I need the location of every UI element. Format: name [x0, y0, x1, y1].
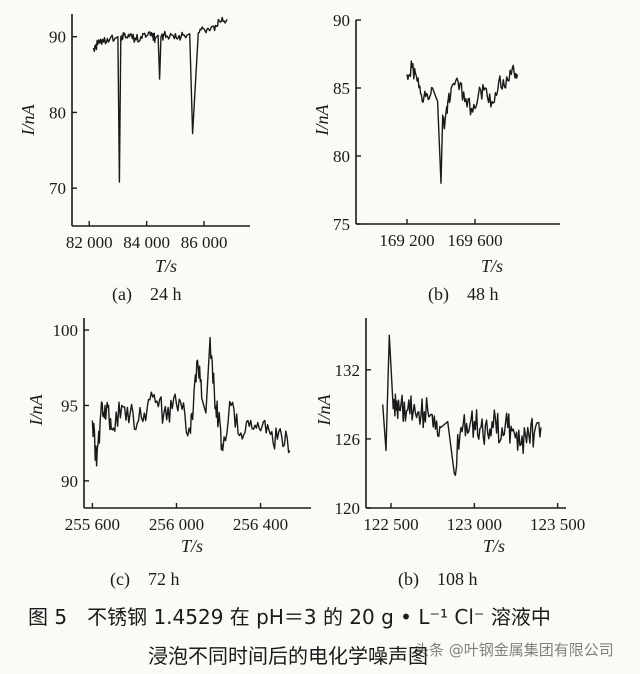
panel-label: (b) 108 h	[398, 569, 478, 590]
x-tick-label: 122 500	[363, 515, 418, 534]
y-tick-label: 90	[49, 28, 66, 47]
series-line	[406, 60, 519, 184]
x-tick-label: 256 400	[233, 515, 288, 534]
x-axis-label: T/s	[155, 256, 177, 276]
panel-4: 120 126 132 122 500 123 000 123 500 T/s I/nA (b)…	[314, 318, 585, 590]
y-tick-label: 100	[53, 321, 79, 340]
y-tick-label: 70	[49, 179, 66, 198]
panel-3: 90 95 100 255 600 256 000 256 400 T/s I/nA (c) 7…	[26, 318, 311, 590]
y-tick-label: 85	[333, 79, 350, 98]
x-axis-label: T/s	[483, 536, 505, 556]
x-tick-label: 256 000	[149, 515, 204, 534]
y-tick-label: 126	[335, 430, 361, 449]
x-tick-label: 169 600	[447, 231, 502, 250]
panel-label: (a) 24 h	[112, 284, 181, 305]
x-tick-label: 86 000	[181, 233, 228, 252]
y-tick-label: 80	[49, 103, 66, 122]
x-axis-label: T/s	[481, 256, 503, 276]
y-tick-label: 120	[335, 499, 361, 518]
x-tick-label: 123 500	[530, 515, 585, 534]
y-tick-label: 75	[333, 215, 350, 234]
y-tick-label: 95	[61, 396, 78, 415]
caption-line-1: 图 5 不锈钢 1.4529 在 pH＝3 的 20 g • L⁻¹ Cl⁻ 溶…	[28, 605, 551, 629]
caption-line-2: 浸泡不同时间后的电化学噪声图	[148, 644, 428, 668]
y-tick-label: 80	[333, 147, 350, 166]
series-line	[92, 16, 228, 183]
y-axis-label: I/nA	[18, 104, 38, 137]
x-tick-label: 169 200	[379, 231, 434, 250]
x-tick-label: 255 600	[65, 515, 120, 534]
x-axis-label: T/s	[181, 536, 203, 556]
y-tick-label: 132	[335, 361, 361, 380]
x-tick-label: 123 000	[447, 515, 502, 534]
x-tick-label: 84 000	[123, 233, 170, 252]
y-tick-label: 90	[333, 11, 350, 30]
panel-2: 75 80 85 90 169 200 169 600 T/s I/nA (b) 48 h	[312, 11, 560, 305]
series-line	[91, 336, 291, 467]
y-tick-label: 90	[61, 472, 78, 491]
y-axis-label: I/nA	[314, 394, 334, 427]
x-tick-label: 82 000	[66, 233, 113, 252]
panel-label: (c) 72 h	[110, 569, 179, 590]
y-axis-label: I/nA	[312, 104, 332, 137]
watermark: 头条 @叶钢金属集团有限公司	[414, 641, 614, 659]
y-axis-label: I/nA	[26, 394, 46, 427]
panel-label: (b) 48 h	[428, 284, 499, 305]
series-line	[382, 334, 542, 476]
